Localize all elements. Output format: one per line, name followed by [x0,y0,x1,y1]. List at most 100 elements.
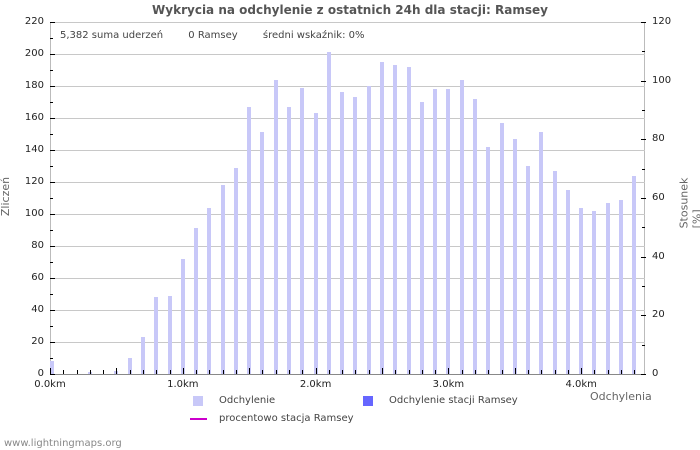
gridline [50,342,645,343]
x-axis-label: Odchylenia [590,390,652,403]
y-minor-tickmark [50,102,53,103]
x-tick: 1.0km [167,379,199,390]
bar [526,166,531,374]
x-tickmark [528,370,530,374]
bar [247,106,252,374]
x-axis-line [50,374,645,375]
x-tickmark [395,370,397,374]
gridline [50,214,645,215]
bar [539,132,544,374]
summary-total: 5,382 suma uderzeń [60,30,164,41]
y-tickmark [50,118,55,119]
x-tickmark [275,370,277,374]
y-minor-tickmark-right [642,344,645,346]
x-tickmark [581,368,583,374]
y-tick-left: 0 [37,368,44,379]
y-minor-tickmark [50,294,53,295]
bar [340,92,345,374]
y-minor-tickmark [50,166,53,167]
bar [565,190,570,374]
gridline [50,86,645,87]
x-tickmark [607,370,609,374]
x-tickmark [421,370,423,374]
bar [273,79,278,374]
x-tickmark [302,370,304,374]
y-minor-tickmark [50,230,53,231]
bar [50,361,54,374]
summary-ratio: średni wskaźnik: 0% [262,30,365,41]
y-minor-tickmark-right [642,168,645,170]
legend-item-percent: procentowo stacja Ramsey [190,413,354,424]
bar [287,106,292,374]
y-minor-tickmark [50,38,53,39]
x-tickmark [554,370,556,374]
y-tickmark [50,150,55,151]
y-tick-left: 100 [24,208,44,219]
x-tickmark [474,370,476,374]
y-tick-right: 0 [652,368,659,379]
y-tick-right: 40 [652,250,665,262]
legend-item-odchylenie: Odchylenie [193,395,275,406]
y-tickmark [50,86,55,87]
x-tickmark [541,370,543,374]
x-tickmark [382,368,383,374]
y-tick-left: 220 [24,16,44,27]
gridline [50,150,645,151]
x-tickmark [328,370,330,374]
y-tickmark [50,54,55,55]
y-tick-left: 140 [24,144,44,155]
x-tickmark [461,370,463,374]
x-tick: 0.0km [34,379,66,390]
bar [353,97,358,374]
y-tickmark-right [641,315,646,317]
summary-stats: 5,382 suma uderzeń 0 Ramsey średni wskaź… [60,30,387,41]
y-minor-tickmark-right [642,227,645,229]
x-tickmark [262,370,264,374]
bar [619,199,624,374]
bar [366,86,371,374]
x-tickmark [209,370,211,374]
gridline [50,182,645,183]
bar [180,258,185,374]
bar [499,122,504,374]
y-tick-left: 160 [24,112,44,123]
x-tickmark [50,368,51,374]
y-tickmark [50,182,55,183]
x-tickmark [89,370,91,374]
bar [406,66,411,374]
y-tick-right: 80 [652,133,665,145]
summary-station: 0 Ramsey [188,30,238,41]
legend-swatch-light [193,395,203,406]
bar [127,358,132,374]
y-minor-tickmark-right [642,110,645,111]
x-tickmark [634,370,636,374]
y-tickmark-right [641,139,646,141]
bar [393,65,398,374]
y-tickmark [50,278,55,279]
bar [446,89,451,374]
x-tickmark [156,370,158,374]
bar [167,295,172,374]
y-minor-tickmark-right [642,286,645,287]
gridline [50,246,645,247]
legend-item-station: Odchylenie stacji Ramsey [363,395,518,406]
x-tickmark [169,370,171,374]
y-minor-tickmark [50,326,53,327]
x-tickmark [488,370,490,374]
x-tickmark [342,370,344,374]
y-tick-right: 100 [652,74,672,86]
bar [459,79,464,374]
x-tickmark [103,370,105,374]
bar [300,87,305,374]
bar [233,167,238,374]
bar [140,337,145,374]
y-tick-left: 120 [24,176,44,187]
y-tickmark-right [641,256,646,258]
bar [419,102,424,374]
x-tickmark [116,368,118,374]
y-tick-right: 60 [652,192,665,203]
bar [605,202,610,374]
y-minor-tickmark [50,262,53,263]
x-tickmark [501,370,503,374]
bar [552,170,557,374]
